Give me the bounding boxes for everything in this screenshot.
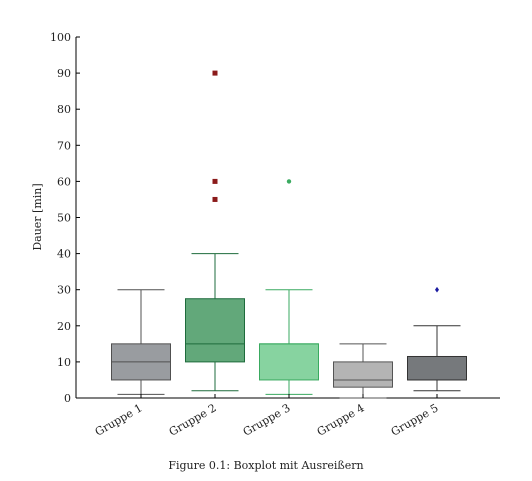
x-tick-label: Gruppe 1 <box>93 401 145 438</box>
y-tick-label: 10 <box>57 356 71 369</box>
outlier-point <box>435 286 439 293</box>
box-iqr <box>333 361 393 388</box>
outlier-point <box>212 178 218 184</box>
outlier-point <box>286 179 292 184</box>
figure-caption: Figure 0.1: Boxplot mit Ausreißern <box>168 459 364 472</box>
y-tick-label: 0 <box>64 392 71 405</box>
x-tick-label: Gruppe 2 <box>167 401 219 438</box>
x-axis-ticks: Gruppe 1 Gruppe 2 Gruppe 3 Gruppe 4 Gruppe 5 <box>93 394 441 439</box>
x-tick-label: Gruppe 3 <box>241 401 293 438</box>
outlier-point <box>212 70 218 76</box>
boxes <box>111 70 467 399</box>
y-axis-ticks: 0 10 20 30 40 50 60 70 80 90 100 <box>50 31 80 405</box>
box-1 <box>111 289 171 395</box>
y-tick-label: 40 <box>57 248 71 261</box>
y-tick-label: 30 <box>57 284 71 297</box>
box-iqr <box>185 298 245 363</box>
y-tick-label: 100 <box>50 31 71 44</box>
box-iqr <box>407 355 467 381</box>
y-tick-label: 80 <box>57 103 71 116</box>
x-tick-label: Gruppe 5 <box>389 401 441 438</box>
box-iqr <box>259 343 319 381</box>
y-tick-label: 90 <box>57 67 71 80</box>
box-5 <box>407 286 467 392</box>
outlier-point <box>212 196 218 202</box>
y-tick-label: 20 <box>57 320 71 333</box>
box-4 <box>333 343 393 399</box>
y-tick-label: 50 <box>57 212 71 225</box>
y-tick-label: 60 <box>57 175 71 188</box>
box-3 <box>259 179 319 395</box>
y-tick-label: 70 <box>57 139 71 152</box>
x-tick-label: Gruppe 4 <box>315 401 367 438</box>
y-axis-label: Dauer [min] <box>31 183 44 250</box>
box-2 <box>185 70 245 392</box>
